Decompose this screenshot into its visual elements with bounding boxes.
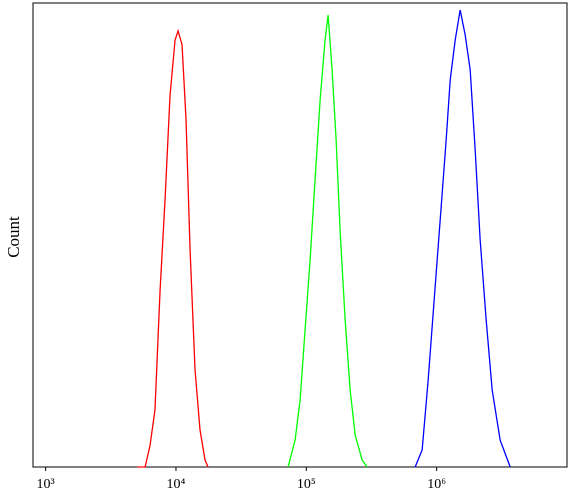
- x-tick-label: 10³: [37, 477, 55, 492]
- x-tick-label: 10⁶: [427, 477, 446, 492]
- x-tick-label: 10⁴: [167, 477, 186, 492]
- histogram-curve: [414, 9, 511, 468]
- y-axis-label: Count: [4, 216, 23, 258]
- histogram-curve: [137, 28, 209, 468]
- x-tick-label: 10⁵: [297, 477, 316, 492]
- histogram-curve: [287, 14, 368, 468]
- plot-frame: [32, 2, 568, 468]
